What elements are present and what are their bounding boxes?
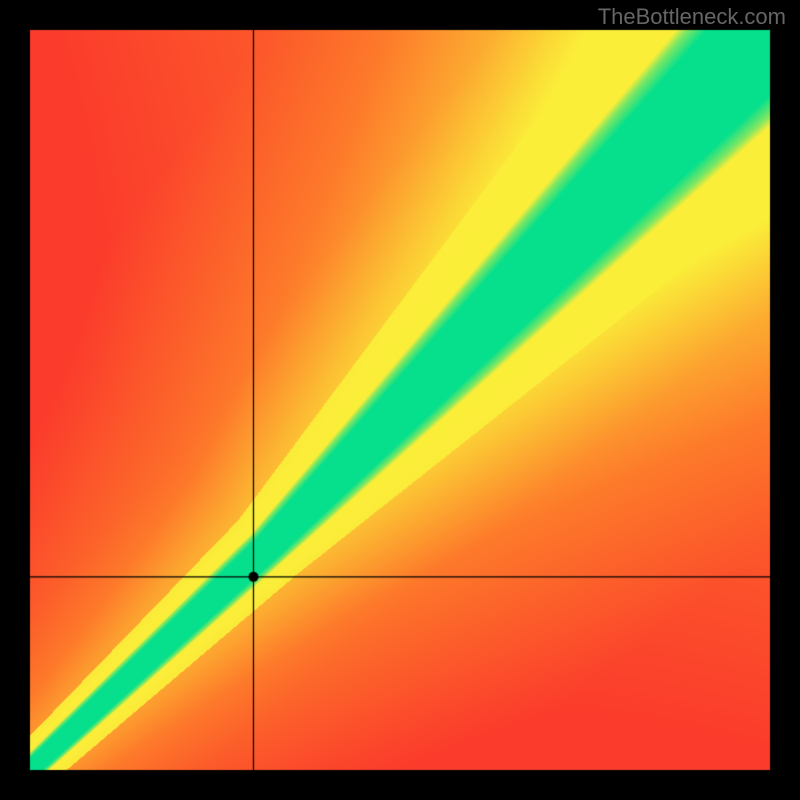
watermark-text: TheBottleneck.com (598, 4, 786, 30)
bottleneck-heatmap-canvas (0, 0, 800, 800)
chart-container: TheBottleneck.com (0, 0, 800, 800)
